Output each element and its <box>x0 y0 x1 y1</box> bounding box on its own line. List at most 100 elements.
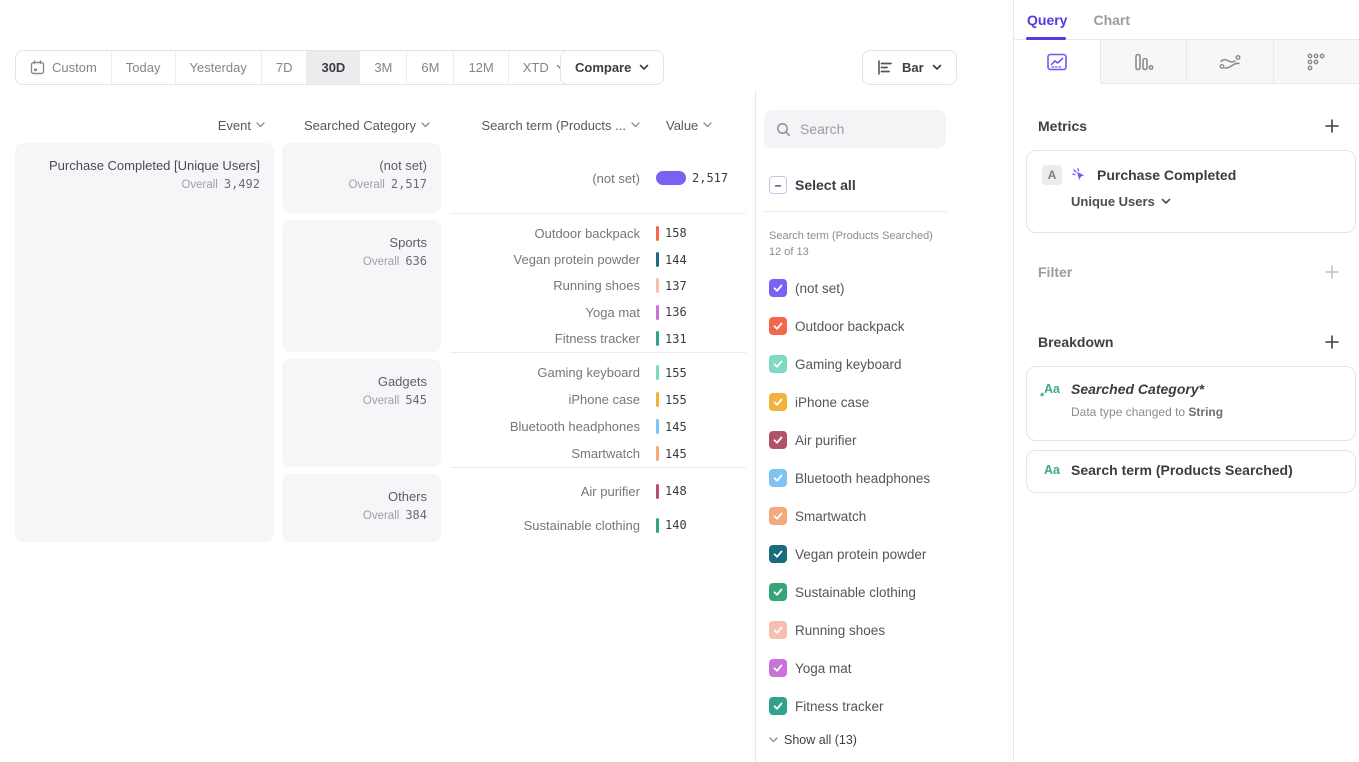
report-tab-insights[interactable] <box>1014 40 1101 84</box>
breakdown-menu-kebab-icon[interactable] <box>1337 381 1341 397</box>
tab-query[interactable]: Query <box>1027 12 1067 28</box>
check-icon <box>772 396 784 408</box>
legend-item-running-shoes[interactable]: Running shoes <box>769 621 930 639</box>
value-bar[interactable] <box>656 226 659 241</box>
legend-item-yoga-mat[interactable]: Yoga mat <box>769 659 930 677</box>
checkbox[interactable] <box>769 659 787 677</box>
add-breakdown-button[interactable] <box>1325 335 1339 349</box>
select-all-checkbox-row[interactable]: – Select all <box>769 176 856 194</box>
add-metric-button[interactable] <box>1325 119 1339 133</box>
check-icon <box>772 434 784 446</box>
legend-item-vegan-protein-powder[interactable]: Vegan protein powder <box>769 545 930 563</box>
checkbox[interactable] <box>769 507 787 525</box>
legend-item-gaming-keyboard[interactable]: Gaming keyboard <box>769 355 930 373</box>
term-row[interactable]: Gaming keyboard 155 <box>450 360 746 386</box>
event-cell[interactable]: Purchase Completed [Unique Users] Overal… <box>15 143 274 542</box>
value-bar[interactable] <box>656 331 659 346</box>
compare-button[interactable]: Compare <box>560 50 664 85</box>
value-bar[interactable] <box>656 484 659 499</box>
date-range-yesterday[interactable]: Yesterday <box>175 51 261 84</box>
checkbox[interactable] <box>769 469 787 487</box>
value-bar[interactable] <box>656 419 659 434</box>
date-range-12m[interactable]: 12M <box>453 51 507 84</box>
breakdown-menu-kebab-icon[interactable] <box>1337 462 1341 478</box>
select-all-checkbox[interactable]: – <box>769 176 787 194</box>
legend-item--not-set-[interactable]: (not set) <box>769 279 930 297</box>
term-row[interactable]: Yoga mat 136 <box>450 299 746 325</box>
date-range-7d[interactable]: 7D <box>261 51 307 84</box>
report-tab-retention[interactable] <box>1274 40 1359 84</box>
custom-event-spark-icon <box>1071 167 1088 184</box>
legend-item-bluetooth-headphones[interactable]: Bluetooth headphones <box>769 469 930 487</box>
legend-item-label: Yoga mat <box>795 661 852 676</box>
value-bar[interactable] <box>656 518 659 533</box>
checkbox[interactable] <box>769 545 787 563</box>
category-name: Gadgets <box>292 373 427 391</box>
value-bar[interactable] <box>656 305 659 320</box>
chevron-down-icon <box>639 64 649 71</box>
term-row[interactable]: Running shoes 137 <box>450 273 746 299</box>
category-cell[interactable]: Sports Overall636 <box>282 220 441 352</box>
add-filter-button[interactable] <box>1325 265 1339 279</box>
report-tab-funnels[interactable] <box>1101 40 1188 84</box>
legend-item-outdoor-backpack[interactable]: Outdoor backpack <box>769 317 930 335</box>
term-row[interactable]: Bluetooth headphones 145 <box>450 414 746 440</box>
column-header-search-term[interactable]: Search term (Products ... <box>450 116 640 134</box>
breakdown-card-search-term[interactable]: Aa Search term (Products Searched) <box>1026 450 1356 493</box>
value-bar[interactable] <box>656 365 659 380</box>
legend-item-sustainable-clothing[interactable]: Sustainable clothing <box>769 583 930 601</box>
metric-menu-kebab-icon[interactable] <box>1337 167 1341 183</box>
value-bar[interactable] <box>656 446 659 461</box>
term-row[interactable]: iPhone case 155 <box>450 387 746 413</box>
checkbox[interactable] <box>769 431 787 449</box>
term-row[interactable]: Fitness tracker 131 <box>450 326 746 352</box>
checkbox[interactable] <box>769 317 787 335</box>
chart-type-select[interactable]: Bar <box>862 50 957 85</box>
checkbox[interactable] <box>769 279 787 297</box>
legend-item-smartwatch[interactable]: Smartwatch <box>769 507 930 525</box>
checkbox[interactable] <box>769 393 787 411</box>
checkbox[interactable] <box>769 621 787 639</box>
term-row[interactable]: Outdoor backpack 158 <box>450 220 746 246</box>
show-all-toggle[interactable]: Show all (13) <box>769 733 857 747</box>
date-range-today[interactable]: Today <box>111 51 175 84</box>
column-header-event[interactable]: Event <box>15 116 265 134</box>
query-panel-tabs: Query Chart <box>1014 0 1359 40</box>
checkbox[interactable] <box>769 583 787 601</box>
tab-chart[interactable]: Chart <box>1093 12 1130 28</box>
category-cell[interactable]: (not set) Overall2,517 <box>282 143 441 213</box>
event-overall: Overall3,492 <box>25 177 260 191</box>
legend-item-iphone-case[interactable]: iPhone case <box>769 393 930 411</box>
chevron-down-icon <box>1161 198 1171 205</box>
term-row[interactable]: Vegan protein powder 144 <box>450 247 746 273</box>
date-range-3m[interactable]: 3M <box>359 51 406 84</box>
term-row[interactable]: Sustainable clothing 140 <box>450 512 746 538</box>
report-type-icon-tabs <box>1014 40 1359 84</box>
search-input[interactable] <box>800 121 920 137</box>
report-tab-flows[interactable] <box>1187 40 1274 84</box>
breakdown-card-searched-category[interactable]: Aa Searched Category* Data type changed … <box>1026 366 1356 441</box>
date-range-6m[interactable]: 6M <box>406 51 453 84</box>
value-label: 136 <box>665 305 687 319</box>
date-range-30d[interactable]: 30D <box>306 51 359 84</box>
category-name: Others <box>292 488 427 506</box>
column-header-value[interactable]: Value <box>666 116 736 134</box>
value-bar[interactable] <box>656 392 659 407</box>
column-header-searched-category[interactable]: Searched Category <box>282 116 430 134</box>
category-cell[interactable]: Others Overall384 <box>282 474 441 542</box>
term-row[interactable]: Smartwatch 145 <box>450 441 746 467</box>
term-label: Outdoor backpack <box>450 226 640 241</box>
checkbox[interactable] <box>769 697 787 715</box>
legend-item-air-purifier[interactable]: Air purifier <box>769 431 930 449</box>
category-cell[interactable]: Gadgets Overall545 <box>282 359 441 467</box>
value-bar[interactable] <box>656 171 686 185</box>
checkbox[interactable] <box>769 355 787 373</box>
value-bar[interactable] <box>656 252 659 267</box>
date-range-custom[interactable]: Custom <box>16 51 111 84</box>
metric-counting-method-dropdown[interactable]: Unique Users <box>1027 185 1355 225</box>
legend-item-fitness-tracker[interactable]: Fitness tracker <box>769 697 930 715</box>
term-row[interactable]: (not set) 2,517 <box>450 165 746 191</box>
term-row[interactable]: Air purifier 148 <box>450 478 746 504</box>
value-bar[interactable] <box>656 278 659 293</box>
metric-card[interactable]: A Purchase Completed Unique Users <box>1026 150 1356 233</box>
